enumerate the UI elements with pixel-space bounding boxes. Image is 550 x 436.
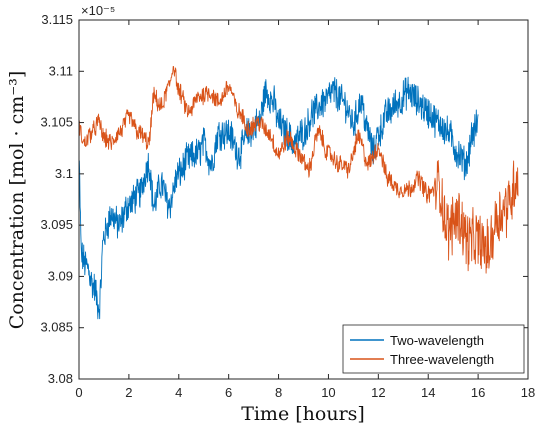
x-tick-label: 6 [225, 385, 232, 400]
legend-label-three-wavelength: Three-wavelength [390, 352, 494, 367]
x-tick-label: 12 [371, 385, 385, 400]
y-exponent-label: ×10⁻⁵ [81, 3, 115, 18]
x-tick-label: 0 [75, 385, 82, 400]
y-tick-label: 3.11 [49, 63, 73, 78]
y-tick-label: 3.095 [40, 217, 73, 232]
x-tick-label: 8 [275, 385, 282, 400]
x-tick-label: 18 [521, 385, 535, 400]
x-tick-label: 14 [421, 385, 435, 400]
x-axis-label: Time [hours] [241, 403, 365, 425]
series-layer [78, 65, 519, 320]
y-tick-label: 3.08 [48, 371, 73, 386]
legend: Two-wavelength Three-wavelength [342, 324, 525, 374]
legend-box [342, 324, 525, 374]
x-tick-label: 4 [175, 385, 182, 400]
ticks-layer: 0 2 4 6 8 10 12 14 16 18 3.08 3.085 3.09 3.095 3.1 3.10… [40, 12, 535, 400]
x-tick-label: 16 [471, 385, 485, 400]
axes-box [78, 19, 529, 380]
y-axis-label: Concentration [mol · cm⁻³] [6, 71, 28, 330]
legend-label-two-wavelength: Two-wavelength [390, 333, 484, 348]
y-tick-label: 3.105 [40, 115, 73, 130]
y-tick-label: 3.1 [55, 166, 73, 181]
x-tick-label: 2 [125, 385, 132, 400]
y-tick-label: 3.085 [40, 320, 73, 335]
x-tick-label: 10 [321, 385, 335, 400]
series-line-two-wavelength [78, 76, 479, 320]
y-tick-label: 3.09 [48, 268, 73, 283]
y-tick-label: 3.115 [41, 12, 73, 27]
series-line-three-wavelength [78, 65, 519, 274]
